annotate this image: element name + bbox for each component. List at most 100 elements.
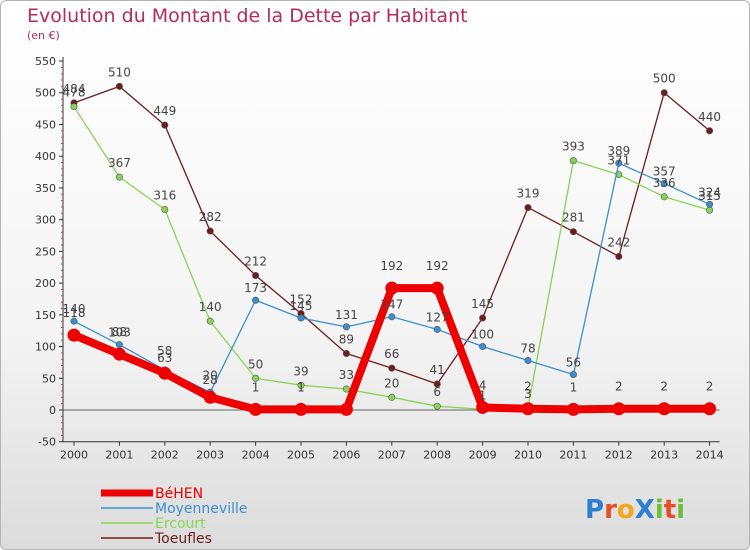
x-tick-label: 2012 — [605, 449, 633, 462]
series-1-point — [339, 402, 353, 416]
chart-title: Evolution du Montant de la Dette par Hab… — [27, 5, 468, 27]
logo-letter: P — [585, 495, 604, 525]
series-2-point — [342, 323, 350, 331]
series-4-data-label: 281 — [562, 211, 585, 225]
series-2-data-label: 100 — [471, 328, 494, 342]
series-3-data-label: 478 — [63, 86, 86, 100]
series-3-data-label: 3 — [524, 387, 532, 401]
series-3-data-label: 39 — [293, 364, 308, 378]
x-tick-label: 2003 — [196, 449, 224, 462]
series-group — [67, 82, 717, 416]
y-tick-label: 300 — [35, 214, 56, 227]
series-4-point — [252, 271, 260, 279]
series-4-point — [433, 380, 441, 388]
series-1-point — [657, 402, 671, 416]
series-4-data-label: 152 — [290, 293, 313, 307]
legend-label-4: Toeufles — [154, 531, 212, 547]
series-2-data-label: 56 — [566, 355, 581, 369]
data-labels: 4845104492822121528966411453192812425004… — [63, 65, 722, 402]
series-1-data-label: 2 — [660, 380, 668, 394]
series-2-point — [660, 179, 668, 187]
x-tick-label: 2005 — [287, 449, 315, 462]
series-1-data-label: 1 — [252, 380, 260, 394]
series-3-point — [569, 157, 577, 165]
series-4-data-label: 89 — [339, 333, 354, 347]
series-2-data-label: 103 — [108, 326, 131, 340]
series-3-data-label: 140 — [199, 300, 222, 314]
series-3-data-label: 315 — [698, 189, 721, 203]
y-tick-label: 400 — [35, 150, 56, 163]
series-3-point — [388, 393, 396, 401]
series-4-data-label: 41 — [430, 363, 445, 377]
y-tick-label: 200 — [35, 277, 56, 290]
series-3-point — [660, 193, 668, 201]
logo-text: ProXiti — [585, 495, 685, 525]
x-tick-label: 2007 — [378, 449, 406, 462]
series-1-data-label: 2 — [706, 380, 714, 394]
series-4-point — [479, 314, 487, 322]
series-4-data-label: 242 — [607, 235, 630, 249]
x-tick-label: 2006 — [332, 449, 360, 462]
series-3-data-label: 1 — [479, 388, 487, 402]
series-4-point — [660, 89, 668, 97]
series-2-data-label: 389 — [607, 144, 630, 158]
series-2-data-label: 173 — [244, 281, 267, 295]
x-tick-label: 2008 — [423, 449, 451, 462]
series-1-point — [476, 400, 490, 414]
series-4-data-label: 66 — [384, 347, 399, 361]
series-1-point — [67, 328, 81, 342]
series-2-data-label: 28 — [203, 373, 218, 387]
x-tick-label: 2011 — [559, 449, 587, 462]
series-3-point — [297, 381, 305, 389]
series-4-data-label: 319 — [517, 187, 540, 201]
series-4-point — [388, 364, 396, 372]
series-1-point — [249, 402, 263, 416]
logo-letter: t — [664, 495, 676, 525]
series-3-point — [206, 317, 214, 325]
y-tick-label: 250 — [35, 245, 56, 258]
series-1-point — [703, 402, 717, 416]
series-3-data-label: 336 — [653, 176, 676, 190]
series-2-data-label: 140 — [63, 302, 86, 316]
x-tick-label: 2004 — [242, 449, 270, 462]
series-1-data-label: 1 — [297, 380, 305, 394]
series-1-data-label: 192 — [380, 259, 403, 273]
series-1-data-label: 118 — [63, 306, 86, 320]
proxiti-logo: ProXiti — [585, 495, 685, 525]
series-2-point — [433, 325, 441, 333]
series-2-data-label: 63 — [157, 351, 172, 365]
series-4-data-label: 440 — [698, 110, 721, 124]
series-1-data-label: 2 — [615, 380, 623, 394]
series-4-point — [161, 121, 169, 129]
series-1-point — [203, 390, 217, 404]
x-tick-label: 2010 — [514, 449, 542, 462]
y-tick-label: -50 — [38, 436, 56, 449]
series-4-data-label: 510 — [108, 65, 131, 79]
y-tick-label: 450 — [35, 118, 56, 131]
x-tick-label: 2013 — [650, 449, 678, 462]
series-3-data-label: 393 — [562, 140, 585, 154]
series-2-data-label: 78 — [520, 342, 535, 356]
series-4-data-label: 212 — [244, 254, 267, 268]
y-tick-label: 350 — [35, 182, 56, 195]
series-2-point — [615, 159, 623, 167]
x-axis-ticks: 2000 2001 2002 2003 2004 2005 2006 2007 2008 2009… — [60, 441, 724, 462]
series-4-point — [206, 227, 214, 235]
series-3-point — [70, 103, 78, 111]
series-4-point — [569, 228, 577, 236]
series-4-point — [706, 127, 714, 135]
series-1-point — [521, 402, 535, 416]
series-3-point — [252, 374, 260, 382]
series-3-data-label: 371 — [607, 154, 630, 168]
series-2-data-label: 131 — [335, 308, 358, 322]
series-3-data-label: 33 — [339, 368, 354, 382]
series-2-point — [297, 314, 305, 322]
y-tick-label: 500 — [35, 87, 56, 100]
series-2-point — [706, 200, 714, 208]
series-3-point — [433, 402, 441, 410]
series-2-point — [115, 341, 123, 349]
series-1-data-label: 4 — [479, 378, 487, 392]
series-1-point — [566, 402, 580, 416]
series-3-point — [342, 385, 350, 393]
